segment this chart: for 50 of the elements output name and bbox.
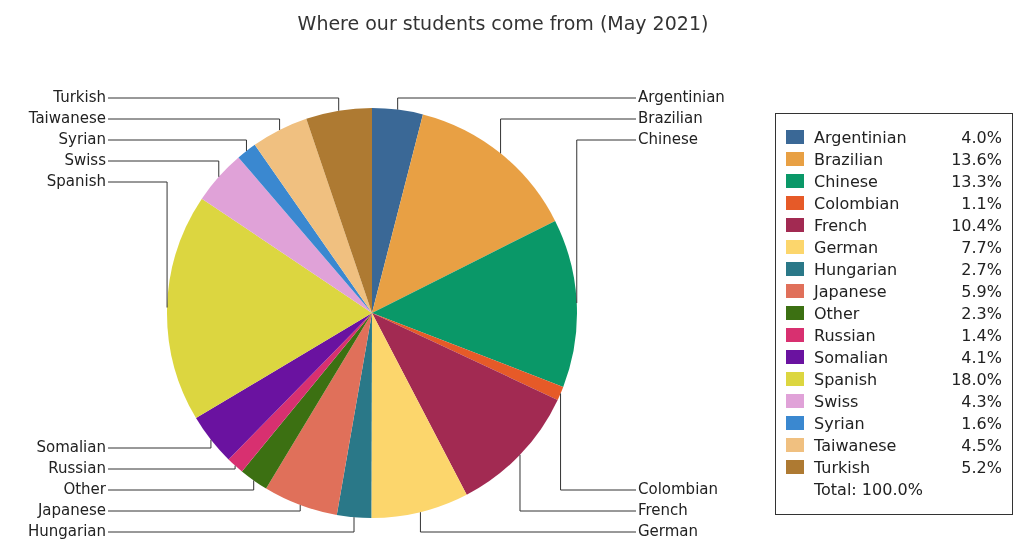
slice-label: Russian [48, 458, 106, 477]
data-label: 2.3% [961, 303, 1002, 323]
legend-label: French [814, 215, 869, 235]
legend-label: Chinese [814, 171, 879, 191]
data-label: 2.7% [961, 259, 1002, 279]
slice-label: Swiss [64, 150, 107, 169]
text: Total: 100.0% [813, 479, 924, 501]
data-label: 4.5% [961, 435, 1002, 455]
legend-label: Spanish [814, 369, 879, 389]
data-label: 13.6% [951, 149, 1002, 169]
slice-label: German [638, 521, 699, 540]
legend-label: Swiss [814, 391, 860, 411]
data-label: 1.6% [961, 413, 1002, 433]
slice-label: French [638, 500, 688, 519]
data-label: 7.7% [961, 237, 1002, 257]
legend-label: German [814, 237, 880, 257]
legend-label: Argentinian [814, 127, 908, 147]
slice-label: Other [63, 479, 107, 498]
data-label: 4.3% [961, 391, 1002, 411]
slice-label: Brazilian [638, 108, 703, 127]
data-label: 18.0% [951, 369, 1002, 389]
legend-label: Brazilian [814, 149, 885, 169]
data-label: 4.0% [961, 127, 1002, 147]
slice-label: Japanese [36, 500, 106, 519]
data-label: 4.1% [961, 347, 1002, 367]
data-label: 1.1% [961, 193, 1002, 213]
chart-title: Where our students come from (May 2021) [296, 12, 710, 34]
slice-label: Turkish [52, 87, 106, 106]
data-label: 10.4% [951, 215, 1002, 235]
slice-label: Colombian [638, 479, 718, 498]
legend-label: Somalian [814, 347, 890, 367]
slice-label: Spanish [46, 171, 106, 190]
legend-label: Turkish [814, 457, 872, 477]
slice-label: Somalian [36, 437, 106, 456]
data-label: 13.3% [951, 171, 1002, 191]
slice-label: Hungarian [27, 521, 106, 540]
slice-label: Taiwanese [27, 108, 106, 127]
data-label: 5.9% [961, 281, 1002, 301]
slice-label: Argentinian [638, 87, 725, 106]
data-label: 1.4% [961, 325, 1002, 345]
legend-label: Colombian [814, 193, 901, 213]
slice-label: Syrian [58, 129, 106, 148]
data-label: 5.2% [961, 457, 1002, 477]
legend-label: Syrian [814, 413, 866, 433]
legend-label: Russian [814, 325, 877, 345]
legend-label: Taiwanese [814, 435, 898, 455]
slice-label: Chinese [638, 129, 698, 148]
legend-label: Other [814, 303, 861, 323]
legend-label: Japanese [814, 281, 888, 301]
legend-label: Hungarian [814, 259, 899, 279]
